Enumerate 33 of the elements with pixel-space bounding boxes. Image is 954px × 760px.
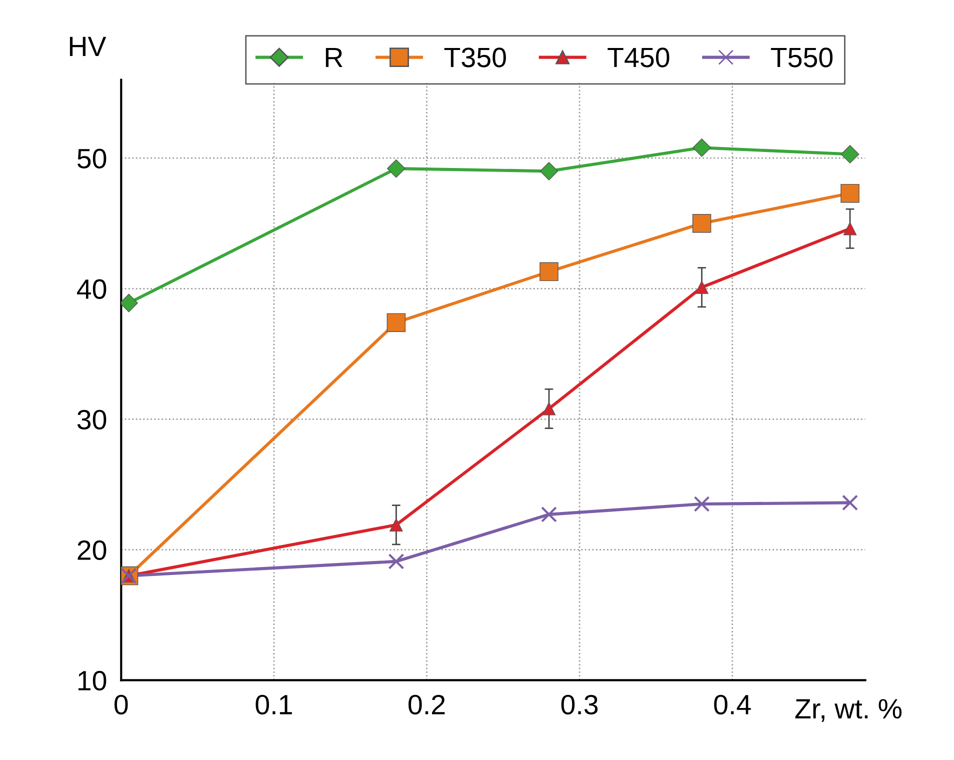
point — [390, 518, 403, 532]
legend-label: T550 — [770, 48, 833, 68]
y-tick-label: 10 — [78, 670, 106, 691]
point — [540, 162, 558, 180]
point — [540, 262, 558, 282]
x-tick-label: 0.3 — [561, 694, 598, 714]
x-tick-label: 0.1 — [256, 694, 292, 714]
point — [843, 222, 857, 236]
point — [694, 496, 710, 512]
point — [692, 138, 711, 157]
point — [387, 159, 406, 178]
legend-label: T450 — [608, 48, 670, 68]
point — [695, 280, 708, 294]
y-tick-label: 40 — [77, 279, 106, 299]
x-tick-label: 0 — [114, 694, 128, 714]
x-tick-label: 0.2 — [408, 694, 445, 714]
point — [842, 494, 858, 511]
point — [541, 506, 557, 522]
legend-label: R — [326, 48, 342, 68]
point — [840, 184, 860, 203]
point — [840, 145, 860, 164]
y-axis-title: HV — [70, 36, 106, 56]
point — [388, 553, 404, 570]
point — [542, 402, 556, 416]
x-axis-title: Zr, wt. % — [795, 699, 902, 722]
point — [121, 294, 138, 312]
point — [386, 313, 406, 332]
legend-label: T350 — [444, 48, 506, 68]
y-tick-label: 20 — [78, 540, 106, 560]
x-tick-label: 0.4 — [714, 694, 751, 714]
y-tick-label: 50 — [77, 148, 106, 168]
y-tick-label: 30 — [77, 410, 106, 430]
point — [692, 214, 712, 233]
